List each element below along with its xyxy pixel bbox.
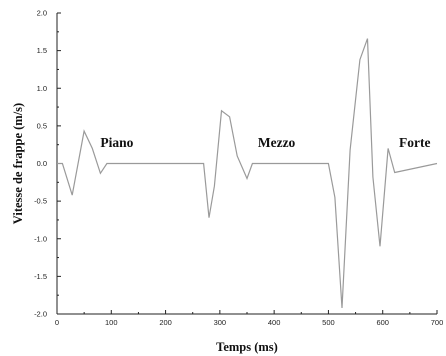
y-axis-title: Vitesse de frappe (m/s) [11, 103, 25, 224]
y-tick-label: 1.5 [37, 46, 47, 55]
x-tick-label: 0 [55, 318, 59, 327]
series-group [57, 38, 438, 309]
annotation-label: Piano [100, 135, 133, 150]
y-tick-label: -2.0 [34, 310, 47, 319]
x-tick-label: 500 [322, 318, 335, 327]
annotation-label: Forte [399, 135, 430, 150]
y-tick-label: 2.0 [37, 9, 47, 18]
y-tick-label: 1.0 [37, 84, 47, 93]
y-tick-label: -0.5 [34, 197, 47, 206]
x-tick-label: 600 [376, 318, 389, 327]
annotations: Piano Mezzo Forte [100, 135, 430, 150]
y-tick-label: 0.5 [37, 121, 47, 130]
x-axis-title: Temps (ms) [216, 340, 278, 354]
x-tick-label: 400 [268, 318, 281, 327]
ticks: 0 100 200 300 400 500 600 700 2.0 1.5 1.0 0.5 0.0 -0.… [34, 9, 443, 328]
x-tick-label: 300 [214, 318, 227, 327]
series-line [57, 38, 438, 309]
y-tick-label: -1.5 [34, 272, 47, 281]
x-tick-label: 700 [431, 318, 444, 327]
y-tick-label: 0.0 [37, 159, 47, 168]
x-tick-label: 200 [159, 318, 172, 327]
x-tick-label: 100 [105, 318, 118, 327]
annotation-label: Mezzo [258, 135, 296, 150]
y-tick-label: -1.0 [34, 234, 47, 243]
